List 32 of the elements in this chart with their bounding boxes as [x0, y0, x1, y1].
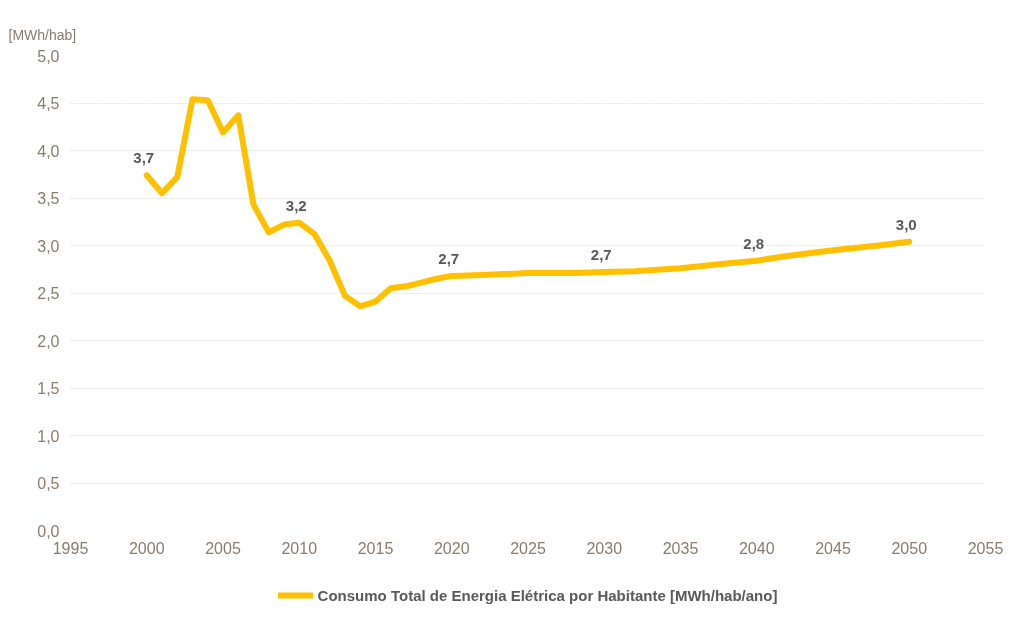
- legend-label: Consumo Total de Energia Elétrica por Habitante [MWh/hab/ano]: [317, 586, 778, 604]
- y-axis-title: [MWh/hab]: [8, 27, 77, 43]
- data-label: 2,8: [743, 234, 765, 252]
- data-label: 2,7: [590, 246, 612, 264]
- y-tick-label: 3,0: [37, 237, 60, 255]
- y-tick-label: 1,0: [37, 427, 60, 445]
- data-label: 3,0: [895, 215, 917, 233]
- x-tick-label: 2030: [586, 539, 623, 557]
- y-tick-label: 4,0: [37, 142, 60, 160]
- x-tick-label: 2025: [510, 539, 546, 557]
- y-tick-label: 2,0: [37, 332, 60, 350]
- x-tick-label: 2040: [738, 539, 775, 557]
- data-label: 3,7: [133, 149, 155, 167]
- x-tick-label: 2055: [967, 539, 1004, 557]
- y-tick-label: 1,5: [37, 380, 60, 397]
- x-tick-label: 2005: [205, 539, 241, 557]
- x-tick-label: 2020: [433, 539, 470, 557]
- x-tick-label: 2000: [128, 539, 165, 557]
- x-tick-label: 2035: [662, 539, 699, 557]
- data-label: 3,2: [285, 196, 307, 214]
- y-tick-label: 5,0: [37, 47, 60, 65]
- y-tick-label: 3,5: [37, 190, 60, 207]
- x-tick-label: 1995: [52, 539, 89, 557]
- x-tick-label: 2050: [891, 539, 928, 557]
- y-tick-label: 4,5: [37, 95, 60, 112]
- data-label: 2,7: [438, 249, 460, 267]
- y-tick-label: 0,0: [37, 522, 60, 540]
- x-tick-label: 2045: [815, 539, 851, 557]
- x-tick-label: 2015: [357, 539, 394, 557]
- y-tick-label: 0,5: [37, 475, 60, 492]
- y-tick-label: 2,5: [37, 285, 60, 302]
- x-tick-label: 2010: [281, 539, 318, 557]
